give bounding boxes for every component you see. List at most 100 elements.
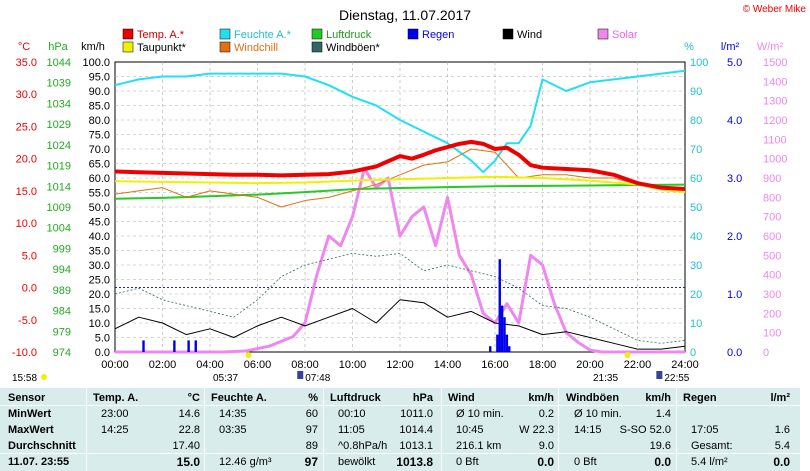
temp-tick-label: 0.0 (22, 283, 37, 295)
rain-bar (489, 346, 492, 352)
temp-tick-label: 35.0 (16, 57, 37, 69)
y-axes: 35.0 30.0 25.0 20.0 15.0 10.0 5.0 0.0 -5.0 -10.0 1… (12, 57, 788, 359)
legend-label: Feuchte A.* (234, 29, 292, 41)
current-time-marker: 15:58 (12, 373, 37, 384)
table-cell-value: 15.0 (176, 455, 200, 469)
table-cell-left: Gesamt: (691, 440, 733, 452)
column-header: Temp. A. (93, 392, 139, 404)
legend-swatch (122, 41, 134, 53)
sunrise-sun-icon (245, 352, 252, 358)
table-cell-left: 12.46 g/m³ (219, 456, 272, 468)
axis-unit-label: % (684, 41, 694, 53)
pressure-tick-label: 1029 (47, 119, 71, 131)
sunset-sun-icon (624, 352, 631, 358)
legend-swatch (502, 28, 514, 40)
x-tick-label: 02:00 (149, 359, 177, 371)
humidity-tick-label: 70 (690, 144, 702, 156)
table-cell-left: Ø 10 min. (456, 408, 504, 420)
solar-tick-label: 700 (763, 212, 781, 224)
pressure-tick-label: 1044 (47, 57, 71, 69)
chart-series (114, 69, 686, 354)
weather-chart: Dienstag, 11.07.2017 © Weber Mike Temp. … (12, 4, 807, 384)
wind-tick-label: 35.0 (89, 246, 110, 258)
legend-swatch (597, 28, 609, 40)
temp-tick-label: 20.0 (16, 154, 37, 166)
legend-label: Temp. A.* (137, 29, 185, 41)
solar-tick-label: 1100 (763, 134, 787, 146)
axis-unit-label: l/m² (721, 41, 740, 53)
table-cell-value: 0.0 (773, 455, 790, 469)
wind-tick-label: 40.0 (89, 231, 110, 243)
row-label: Sensor (8, 392, 46, 404)
legend-swatch (311, 41, 323, 53)
rain-bar (505, 334, 509, 352)
pressure-tick-label: 1009 (47, 202, 71, 214)
rain-tick-label: 3.0 (727, 173, 742, 185)
solar-tick-label: 800 (763, 192, 781, 204)
pressure-tick-label: 979 (53, 326, 71, 338)
moonrise-time: 07:48 (305, 373, 330, 384)
solar-tick-label: 1400 (763, 76, 787, 88)
rain-bar (498, 259, 501, 352)
x-tick-label: 04:00 (196, 359, 224, 371)
solar-tick-label: 600 (763, 231, 781, 243)
solar-tick-label: 1500 (763, 57, 787, 69)
pressure-tick-label: 984 (53, 306, 71, 318)
wind-tick-label: 25.0 (89, 275, 110, 287)
solar-tick-label: 0 (763, 347, 769, 359)
table-cell-left: 10:45 (456, 424, 484, 436)
legend-label: Regen (422, 29, 454, 41)
humidity-tick-label: 80 (690, 115, 702, 127)
table-cell-left: 23:00 (101, 408, 129, 420)
table-cell-value: S-SO 52.0 (619, 424, 671, 436)
humidity-tick-label: 30 (690, 260, 702, 272)
temp-tick-label: 15.0 (16, 186, 37, 198)
humidity-tick-label: 60 (690, 173, 702, 185)
row-label: MaxWert (8, 424, 54, 436)
solar-series-line (115, 166, 685, 354)
wind-tick-label: 100.0 (82, 57, 110, 69)
legend-swatch (219, 41, 231, 53)
temp-tick-label: 25.0 (16, 121, 37, 133)
row-label: 11.07. 23:55 (8, 456, 70, 468)
table-cell-value: 1011.0 (400, 408, 433, 420)
x-tick-label: 12:00 (386, 359, 414, 371)
humidity-series-line (114, 69, 686, 174)
rain-tick-label: 4.0 (727, 115, 742, 127)
table-cell-left: 14:25 (101, 424, 129, 436)
sunset-time: 21:35 (593, 373, 618, 384)
x-tick-label: 22:00 (624, 359, 652, 371)
table-cell-value: 17.40 (172, 440, 200, 452)
temp-tick-label: -10.0 (12, 347, 37, 359)
sun-icon (41, 374, 47, 380)
wind-tick-label: 80.0 (89, 115, 110, 127)
table-cell-value: 1.4 (655, 408, 671, 420)
table-cell-value: 0.0 (654, 455, 671, 469)
table-cell-left: 03:35 (219, 424, 247, 436)
x-tick-label: 20:00 (576, 359, 604, 371)
table-cell-left: ^0.8hPa/h (338, 440, 388, 452)
legend-label: Windböen* (326, 42, 381, 54)
solar-tick-label: 100 (763, 328, 781, 340)
table-column-separator (86, 388, 87, 471)
humidity-tick-label: 100 (690, 57, 708, 69)
dewpoint-series-line (114, 175, 686, 194)
legend-swatch (219, 28, 231, 40)
rain-bar (187, 340, 190, 352)
wind-tick-label: 85.0 (89, 101, 110, 113)
moonrise-icon (297, 371, 304, 379)
pressure-series-line (114, 183, 686, 200)
wind-tick-label: 45.0 (89, 217, 110, 229)
rain-tick-label: 0.0 (727, 347, 742, 359)
table-cell-left: 00:10 (338, 408, 366, 420)
table-column-separator (204, 388, 205, 471)
wind-tick-label: 50.0 (89, 202, 110, 214)
column-header: Regen (683, 392, 717, 404)
axis-unit-label: W/m² (757, 41, 784, 53)
humidity-tick-label: 40 (690, 231, 702, 243)
table-cell-value: 97 (305, 424, 318, 436)
column-header: Wind (448, 392, 475, 404)
rain-bar (194, 340, 197, 352)
solar-tick-label: 1300 (763, 96, 787, 108)
gust-series-line (114, 252, 686, 344)
